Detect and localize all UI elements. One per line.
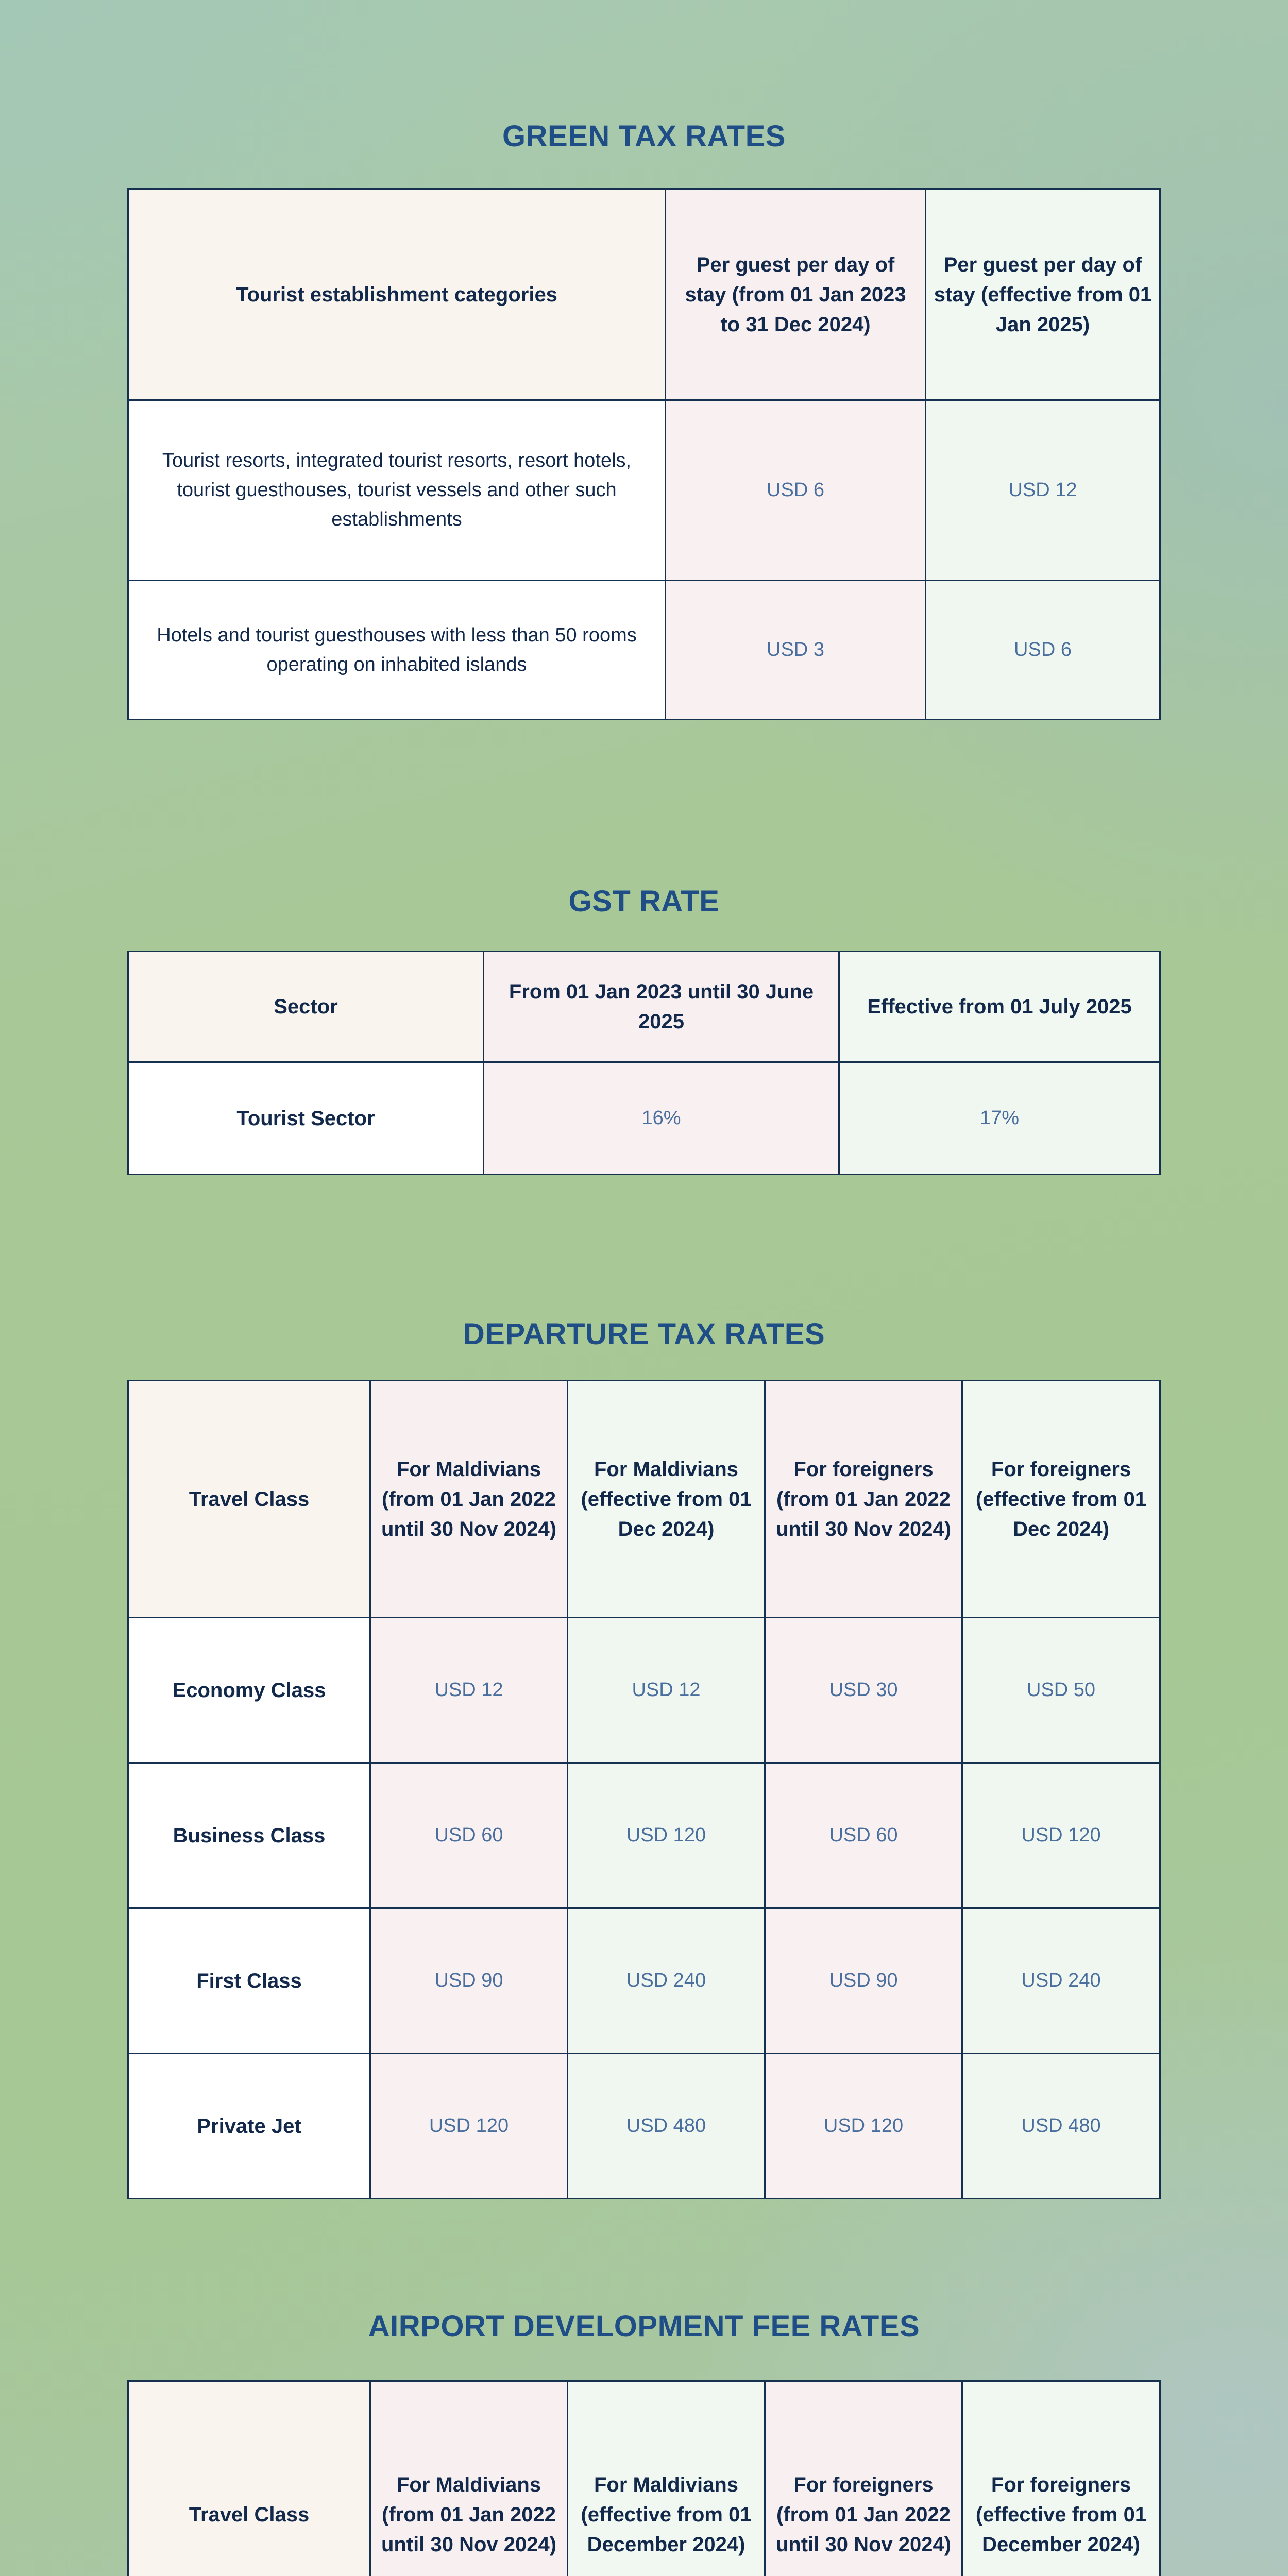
airport-development-fee-table: Travel Class For Maldivians (from 01 Jan… [127, 2380, 1161, 2576]
cell-value: USD 120 [961, 1762, 1161, 1909]
column-header-sector: Sector [127, 951, 484, 1063]
column-header-travel-class: Travel Class [127, 1380, 371, 1618]
row-label-private-jet: Private Jet [127, 2053, 371, 2199]
column-header-foreigners-2024: For foreigners (effective from 01 Dec 20… [961, 1380, 1161, 1618]
cell-value: USD 120 [764, 2053, 963, 2199]
table-header-row: Tourist establishment categories Per gue… [127, 188, 1161, 401]
column-header-travel-class: Travel Class [127, 2380, 371, 2576]
cell-value: USD 60 [369, 1762, 568, 1909]
cell-value: USD 90 [764, 1907, 963, 2054]
cell-value: USD 480 [961, 2053, 1161, 2199]
departure-tax-table-wrap: Travel Class For Maldivians (from 01 Jan… [127, 1380, 1161, 2199]
column-header-foreigners-2024: For foreigners (effective from 01 Decemb… [961, 2380, 1161, 2576]
table-row: Private Jet USD 120 USD 480 USD 120 USD … [127, 2053, 1161, 2199]
column-header-maldivians-2024: For Maldivians (effective from 01 Dec 20… [567, 1380, 766, 1618]
departure-tax-table: Travel Class For Maldivians (from 01 Jan… [127, 1380, 1161, 2199]
gst-table-wrap: Sector From 01 Jan 2023 until 30 June 20… [127, 951, 1161, 1175]
cell-value: USD 90 [369, 1907, 568, 2054]
cell-value: USD 240 [961, 1907, 1161, 2054]
cell-value: USD 240 [567, 1907, 766, 2054]
column-header-foreigners-2022: For foreigners (from 01 Jan 2022 until 3… [764, 2380, 963, 2576]
cell-value: USD 30 [764, 1617, 963, 1764]
cell-value: USD 60 [764, 1762, 963, 1909]
table-header-row: Travel Class For Maldivians (from 01 Jan… [127, 1380, 1161, 1618]
row-label-hotels-guesthouses: Hotels and tourist guesthouses with less… [127, 580, 666, 720]
section-title-airport-development-fee: AIRPORT DEVELOPMENT FEE RATES [368, 2310, 920, 2343]
table-row: Economy Class USD 12 USD 12 USD 30 USD 5… [127, 1617, 1161, 1764]
row-label-tourist-resorts: Tourist resorts, integrated tourist reso… [127, 399, 666, 581]
airport-development-fee-table-wrap: Travel Class For Maldivians (from 01 Jan… [127, 2380, 1161, 2576]
gst-table: Sector From 01 Jan 2023 until 30 June 20… [127, 951, 1161, 1175]
cell-value: USD 120 [567, 1762, 766, 1909]
column-header-rate-from-july-2025: Effective from 01 July 2025 [838, 951, 1161, 1063]
cell-value: 17% [838, 1061, 1161, 1175]
row-label-business-class: Business Class [127, 1762, 371, 1909]
section-title-departure-tax: DEPARTURE TAX RATES [463, 1317, 825, 1351]
row-label-economy-class: Economy Class [127, 1617, 371, 1764]
column-header-maldivians-2022: For Maldivians (from 01 Jan 2022 until 3… [369, 1380, 568, 1618]
cell-value: 16% [483, 1061, 840, 1175]
table-row: Tourist resorts, integrated tourist reso… [127, 399, 1161, 581]
row-label-tourist-sector: Tourist Sector [127, 1061, 484, 1175]
column-header-categories: Tourist establishment categories [127, 188, 666, 401]
row-label-first-class: First Class [127, 1907, 371, 2054]
cell-value: USD 120 [369, 2053, 568, 2199]
cell-value: USD 50 [961, 1617, 1161, 1764]
cell-value: USD 12 [925, 399, 1161, 581]
column-header-foreigners-2022: For foreigners (from 01 Jan 2022 until 3… [764, 1380, 963, 1618]
column-header-rate-2025: Per guest per day of stay (effective fro… [925, 188, 1161, 401]
section-title-green-tax: GREEN TAX RATES [502, 120, 786, 153]
table-header-row: Sector From 01 Jan 2023 until 30 June 20… [127, 951, 1161, 1063]
table-header-row: Travel Class For Maldivians (from 01 Jan… [127, 2380, 1161, 2576]
cell-value: USD 6 [925, 580, 1161, 720]
table-row: Business Class USD 60 USD 120 USD 60 USD… [127, 1762, 1161, 1909]
cell-value: USD 480 [567, 2053, 766, 2199]
table-row: Hotels and tourist guesthouses with less… [127, 580, 1161, 720]
green-tax-table-wrap: Tourist establishment categories Per gue… [127, 188, 1161, 720]
column-header-maldivians-2024: For Maldivians (effective from 01 Decemb… [567, 2380, 766, 2576]
cell-value: USD 3 [665, 580, 926, 720]
column-header-rate-until-june-2025: From 01 Jan 2023 until 30 June 2025 [483, 951, 840, 1063]
green-tax-table: Tourist establishment categories Per gue… [127, 188, 1161, 720]
cell-value: USD 12 [567, 1617, 766, 1764]
cell-value: USD 6 [665, 399, 926, 581]
table-row: Tourist Sector 16% 17% [127, 1061, 1161, 1175]
section-title-gst: GST RATE [568, 885, 720, 918]
column-header-rate-2023-2024: Per guest per day of stay (from 01 Jan 2… [665, 188, 926, 401]
column-header-maldivians-2022: For Maldivians (from 01 Jan 2022 until 3… [369, 2380, 568, 2576]
cell-value: USD 12 [369, 1617, 568, 1764]
table-row: First Class USD 90 USD 240 USD 90 USD 24… [127, 1907, 1161, 2054]
